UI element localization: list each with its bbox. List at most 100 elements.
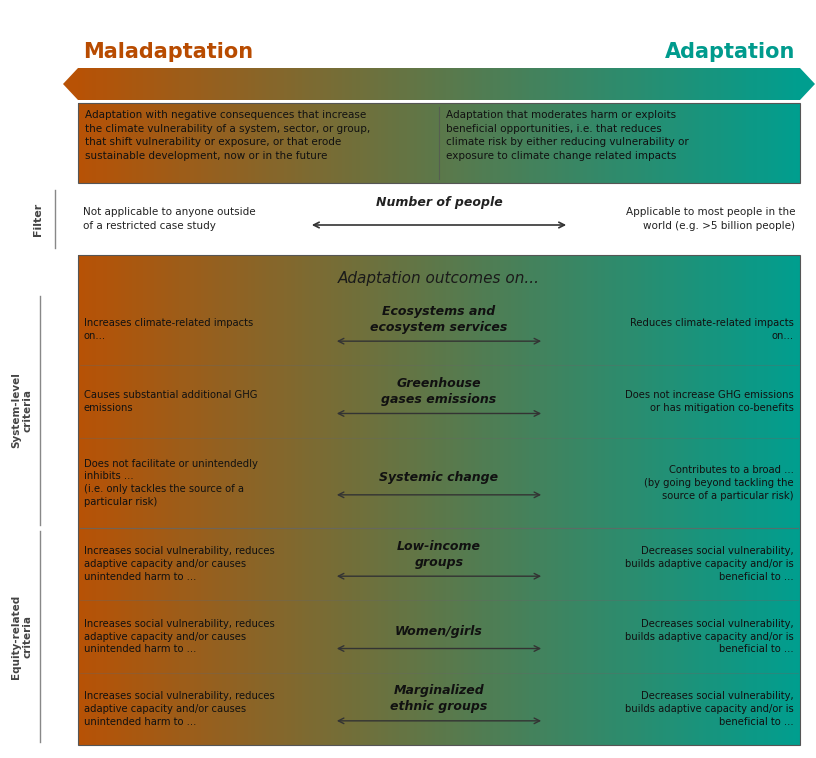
Polygon shape <box>587 68 591 100</box>
Polygon shape <box>479 255 482 745</box>
Polygon shape <box>761 103 764 183</box>
Polygon shape <box>107 103 110 183</box>
Polygon shape <box>302 103 305 183</box>
Polygon shape <box>85 68 89 100</box>
Polygon shape <box>605 255 609 745</box>
Polygon shape <box>208 68 211 100</box>
Polygon shape <box>330 255 335 745</box>
Polygon shape <box>533 68 536 100</box>
Polygon shape <box>674 255 677 745</box>
Polygon shape <box>204 68 208 100</box>
Polygon shape <box>645 255 649 745</box>
Polygon shape <box>598 103 601 183</box>
Text: Not applicable to anyone outside
of a restricted case study: Not applicable to anyone outside of a re… <box>83 208 255 230</box>
Polygon shape <box>320 255 323 745</box>
Polygon shape <box>193 68 197 100</box>
Polygon shape <box>515 255 518 745</box>
Polygon shape <box>186 103 190 183</box>
Polygon shape <box>692 103 695 183</box>
Polygon shape <box>594 103 598 183</box>
Polygon shape <box>573 255 576 745</box>
Polygon shape <box>85 255 89 745</box>
Polygon shape <box>800 68 815 100</box>
Polygon shape <box>667 68 670 100</box>
Polygon shape <box>717 255 721 745</box>
Polygon shape <box>558 68 561 100</box>
Polygon shape <box>536 68 540 100</box>
Polygon shape <box>706 68 710 100</box>
Polygon shape <box>338 68 342 100</box>
Polygon shape <box>583 103 587 183</box>
Polygon shape <box>771 255 774 745</box>
Polygon shape <box>186 255 190 745</box>
Polygon shape <box>724 255 728 745</box>
Polygon shape <box>342 103 345 183</box>
Polygon shape <box>248 68 251 100</box>
Polygon shape <box>317 68 320 100</box>
Polygon shape <box>100 68 104 100</box>
Text: Does not facilitate or unintendedly
inhibits ...
(i.e. only tackles the source o: Does not facilitate or unintendedly inhi… <box>84 459 258 507</box>
Polygon shape <box>219 68 223 100</box>
Polygon shape <box>468 68 472 100</box>
Polygon shape <box>118 103 122 183</box>
Polygon shape <box>147 103 150 183</box>
Text: Increases climate-related impacts
on...: Increases climate-related impacts on... <box>84 318 253 340</box>
Polygon shape <box>280 68 284 100</box>
Text: Ecosystems and
ecosystem services: Ecosystems and ecosystem services <box>370 305 508 334</box>
Polygon shape <box>685 255 688 745</box>
Polygon shape <box>670 68 674 100</box>
Polygon shape <box>255 68 259 100</box>
Polygon shape <box>204 255 208 745</box>
Polygon shape <box>215 68 219 100</box>
Polygon shape <box>381 103 385 183</box>
Polygon shape <box>363 68 367 100</box>
Polygon shape <box>511 68 515 100</box>
Polygon shape <box>778 255 782 745</box>
Polygon shape <box>143 68 147 100</box>
Polygon shape <box>277 68 280 100</box>
Polygon shape <box>280 255 284 745</box>
Text: Adaptation: Adaptation <box>664 42 795 62</box>
Polygon shape <box>269 103 273 183</box>
Polygon shape <box>580 255 583 745</box>
Polygon shape <box>497 68 500 100</box>
Polygon shape <box>561 68 565 100</box>
Polygon shape <box>605 68 609 100</box>
Polygon shape <box>193 255 197 745</box>
Polygon shape <box>583 68 587 100</box>
Polygon shape <box>753 255 756 745</box>
Polygon shape <box>168 103 172 183</box>
Polygon shape <box>125 255 129 745</box>
Polygon shape <box>385 68 388 100</box>
Polygon shape <box>122 103 125 183</box>
Polygon shape <box>728 255 731 745</box>
Polygon shape <box>323 103 327 183</box>
Polygon shape <box>591 103 594 183</box>
Text: Applicable to most people in the
world (e.g. >5 billion people): Applicable to most people in the world (… <box>626 208 795 230</box>
Polygon shape <box>287 68 291 100</box>
Polygon shape <box>533 103 536 183</box>
Polygon shape <box>706 103 710 183</box>
Polygon shape <box>561 103 565 183</box>
Polygon shape <box>356 255 360 745</box>
Polygon shape <box>305 68 309 100</box>
Polygon shape <box>439 255 442 745</box>
Polygon shape <box>323 255 327 745</box>
Polygon shape <box>504 103 508 183</box>
Polygon shape <box>692 68 695 100</box>
Polygon shape <box>183 103 186 183</box>
Polygon shape <box>543 68 548 100</box>
Polygon shape <box>659 68 663 100</box>
Polygon shape <box>717 68 721 100</box>
Polygon shape <box>761 255 764 745</box>
Polygon shape <box>569 68 573 100</box>
Polygon shape <box>738 103 743 183</box>
Polygon shape <box>92 103 96 183</box>
Polygon shape <box>659 255 663 745</box>
Polygon shape <box>233 103 237 183</box>
Polygon shape <box>432 68 436 100</box>
Polygon shape <box>713 68 717 100</box>
Polygon shape <box>172 68 175 100</box>
Text: System-level
criteria: System-level criteria <box>11 373 33 449</box>
Polygon shape <box>399 68 403 100</box>
